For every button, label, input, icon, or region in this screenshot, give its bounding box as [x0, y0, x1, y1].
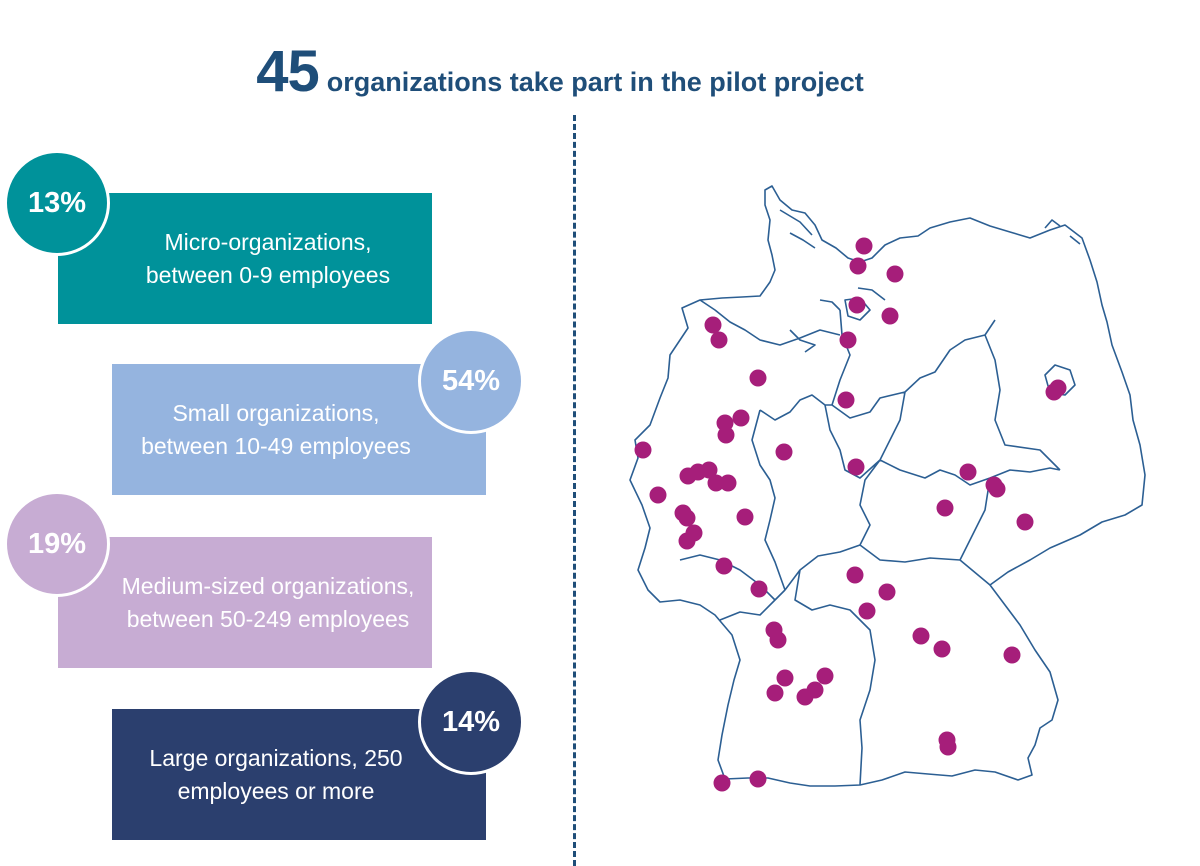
dashed-divider [573, 115, 576, 866]
country-outline [629, 185, 1146, 787]
organization-marker [847, 458, 865, 476]
organization-marker [933, 640, 951, 658]
organization-marker [858, 602, 876, 620]
organization-marker [715, 557, 733, 575]
organization-marker [878, 583, 896, 601]
percent-value-micro: 13% [27, 186, 87, 219]
organization-marker [775, 443, 793, 461]
page-title: 45 organizations take part in the pilot p… [0, 38, 1120, 105]
category-label-micro: Micro-organizations, between 0-9 employe… [145, 228, 391, 288]
state-borders [679, 297, 1076, 786]
percent-value-medium: 19% [27, 527, 87, 560]
baltic-coast-detail [1044, 219, 1081, 245]
organization-marker [1003, 646, 1021, 664]
germany-map [629, 185, 1146, 792]
organization-marker [719, 474, 737, 492]
percent-badge-medium: 19% [4, 491, 110, 597]
organization-marker [634, 441, 652, 459]
category-label-small: Small organizations, between 10-49 emplo… [141, 399, 411, 459]
organization-marker [649, 486, 667, 504]
organization-marker [717, 426, 735, 444]
organization-marker [846, 566, 864, 584]
percent-badge-micro: 13% [4, 150, 110, 256]
organization-marker [939, 738, 957, 756]
organization-marker [912, 627, 930, 645]
category-label-large: Large organizations, 250 employees or mo… [149, 744, 403, 804]
organization-marker [713, 774, 731, 792]
organization-marker [1045, 383, 1063, 401]
percent-badge-small: 54% [418, 328, 524, 434]
organization-marker [776, 669, 794, 687]
organization-marker [700, 461, 718, 479]
organization-marker [855, 237, 873, 255]
organization-marker [1016, 513, 1034, 531]
organization-marker [839, 331, 857, 349]
organization-marker [678, 509, 696, 527]
organization-marker [849, 257, 867, 275]
organization-marker [881, 307, 899, 325]
title-text: organizations take part in the pilot pro… [326, 67, 864, 97]
organization-marker [736, 508, 754, 526]
organization-marker [936, 499, 954, 517]
north-coast-detail [779, 209, 886, 311]
organization-marker [710, 331, 728, 349]
organization-marker [837, 391, 855, 409]
organization-marker [816, 667, 834, 685]
category-box-micro: Micro-organizations, between 0-9 employe… [58, 193, 432, 324]
organization-marker [678, 532, 696, 550]
percent-badge-large: 14% [418, 669, 524, 775]
organization-marker [707, 474, 725, 492]
organization-marker [959, 463, 977, 481]
percent-value-small: 54% [441, 364, 501, 397]
organization-marker [886, 265, 904, 283]
organization-marker [732, 409, 750, 427]
organization-marker [769, 631, 787, 649]
organization-marker [766, 684, 784, 702]
percent-value-large: 14% [441, 705, 501, 738]
organization-marker [749, 369, 767, 387]
organization-marker [704, 316, 722, 334]
organization-marker [749, 770, 767, 788]
category-label-medium: Medium-sized organizations, between 50-2… [121, 572, 415, 632]
organization-marker [848, 296, 866, 314]
organization-marker [796, 688, 814, 706]
organization-marker [750, 580, 768, 598]
organization-count: 45 [256, 39, 320, 104]
organization-marker [988, 480, 1006, 498]
category-box-medium: Medium-sized organizations, between 50-2… [58, 537, 432, 668]
